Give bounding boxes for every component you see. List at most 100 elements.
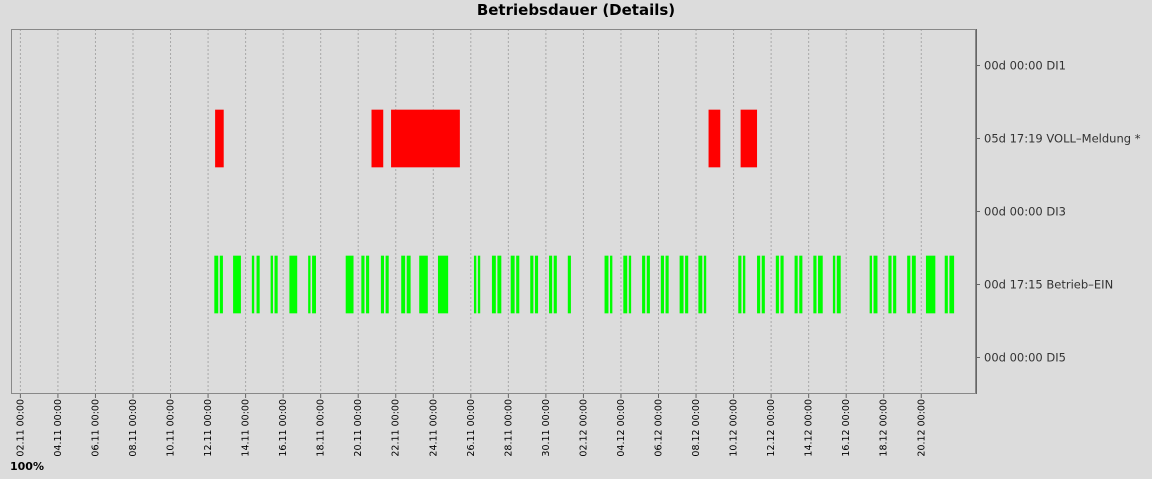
- interval-bar: [345, 255, 354, 314]
- row-label: 00d 00:00 DI5: [984, 351, 1066, 365]
- interval-bar: [516, 255, 520, 314]
- x-tick-label: 02.11 00:00: [15, 399, 26, 457]
- chart-title: Betriebsdauer (Details): [476, 1, 676, 19]
- interval-bar: [623, 255, 628, 314]
- interval-bar: [893, 255, 897, 314]
- row-label: 00d 00:00 DI3: [984, 205, 1066, 219]
- interval-bar: [477, 255, 481, 314]
- interval-bar: [799, 255, 803, 314]
- interval-bar: [473, 255, 477, 314]
- x-tick-label: 14.12 00:00: [804, 399, 815, 457]
- interval-bar: [497, 255, 502, 314]
- interval-bar: [366, 255, 370, 314]
- interval-bar: [628, 255, 632, 314]
- x-tick-label: 06.12 00:00: [654, 399, 665, 457]
- x-tick-label: 20.11 00:00: [353, 399, 364, 457]
- x-tick-label: 12.12 00:00: [766, 399, 777, 457]
- interval-bar: [911, 255, 916, 314]
- interval-bar: [308, 255, 311, 314]
- x-tick-label: 14.11 00:00: [241, 399, 252, 457]
- interval-bar: [907, 255, 911, 314]
- interval-bar: [761, 255, 765, 314]
- interval-bar: [371, 109, 384, 168]
- interval-bar: [233, 255, 241, 314]
- interval-bar: [604, 255, 609, 314]
- interval-bar: [832, 255, 836, 314]
- interval-bar: [401, 255, 406, 314]
- interval-bar: [274, 255, 278, 314]
- interval-bar: [567, 255, 571, 314]
- x-tick-label: 10.12 00:00: [729, 399, 740, 457]
- x-tick-label: 06.11 00:00: [90, 399, 101, 457]
- interval-bar: [794, 255, 798, 314]
- interval-bar: [836, 255, 841, 314]
- interval-bar: [780, 255, 784, 314]
- interval-bar: [251, 255, 255, 314]
- interval-bar: [219, 255, 223, 314]
- interval-bar: [391, 109, 460, 168]
- x-tick-label: 10.11 00:00: [166, 399, 177, 457]
- x-tick-label: 30.11 00:00: [541, 399, 552, 457]
- x-tick-label: 22.11 00:00: [391, 399, 402, 457]
- interval-bar: [708, 109, 721, 168]
- interval-bar: [437, 255, 449, 314]
- interval-bar: [679, 255, 684, 314]
- interval-bar: [646, 255, 650, 314]
- interval-bar: [214, 255, 219, 314]
- interval-bar: [703, 255, 707, 314]
- interval-bar: [610, 255, 613, 314]
- interval-bar: [775, 255, 779, 314]
- interval-bar: [289, 255, 298, 314]
- interval-bar: [738, 255, 742, 314]
- x-tick-label: 26.11 00:00: [466, 399, 477, 457]
- interval-bar: [873, 255, 878, 314]
- x-tick-label: 02.12 00:00: [578, 399, 589, 457]
- interval-bar: [534, 255, 539, 314]
- interval-bar: [270, 255, 273, 314]
- interval-bar: [742, 255, 746, 314]
- interval-bar: [813, 255, 817, 314]
- interval-bar: [385, 255, 389, 314]
- x-tick-label: 18.11 00:00: [316, 399, 327, 457]
- x-tick-label: 04.12 00:00: [616, 399, 627, 457]
- interval-bar: [256, 255, 260, 314]
- interval-bar: [419, 255, 428, 314]
- interval-bar: [665, 255, 669, 314]
- row-label: 05d 17:19 VOLL–Meldung *: [984, 132, 1141, 146]
- interval-bar: [818, 255, 823, 314]
- interval-bar: [698, 255, 703, 314]
- x-tick-label: 16.12 00:00: [841, 399, 852, 457]
- interval-bar: [888, 255, 892, 314]
- interval-bar: [925, 255, 936, 314]
- interval-bar: [530, 255, 534, 314]
- x-tick-label: 08.11 00:00: [128, 399, 139, 457]
- interval-bar: [642, 255, 646, 314]
- interval-bar: [491, 255, 496, 314]
- interval-bar: [406, 255, 411, 314]
- interval-bar: [553, 255, 557, 314]
- row-label: 00d 00:00 DI1: [984, 59, 1066, 73]
- interval-bar: [949, 255, 955, 314]
- x-tick-label: 12.11 00:00: [203, 399, 214, 457]
- interval-bar: [757, 255, 761, 314]
- interval-bar: [361, 255, 365, 314]
- x-tick-label: 18.12 00:00: [879, 399, 890, 457]
- plot-area: [11, 29, 976, 394]
- interval-bar: [549, 255, 553, 314]
- interval-bar: [869, 255, 872, 314]
- x-tick-label: 16.11 00:00: [278, 399, 289, 457]
- interval-bar: [685, 255, 689, 314]
- x-tick-label: 24.11 00:00: [428, 399, 439, 457]
- interval-bar: [215, 109, 224, 168]
- zoom-level: 100%: [10, 460, 44, 473]
- interval-bar: [740, 109, 758, 168]
- interval-bar: [944, 255, 948, 314]
- x-tick-label: 04.11 00:00: [53, 399, 64, 457]
- x-tick-label: 28.11 00:00: [503, 399, 514, 457]
- interval-bar: [510, 255, 515, 314]
- x-tick-label: 08.12 00:00: [691, 399, 702, 457]
- plot-frame: [11, 29, 976, 394]
- interval-bar: [660, 255, 664, 314]
- interval-bar: [312, 255, 316, 314]
